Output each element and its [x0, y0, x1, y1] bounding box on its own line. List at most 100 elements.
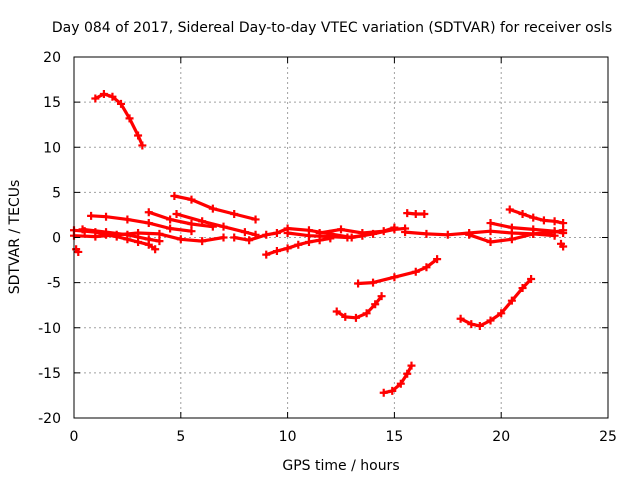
series-trace: [382, 364, 414, 395]
data-point: [465, 230, 474, 239]
data-point: [230, 210, 239, 219]
data-point: [99, 90, 108, 99]
data-point: [486, 238, 495, 247]
data-point: [362, 309, 371, 318]
data-point: [486, 227, 495, 236]
data-point: [144, 208, 153, 217]
x-tick-label: 15: [385, 429, 403, 445]
data-point: [187, 219, 196, 228]
series-arc-zero-late: [401, 226, 568, 239]
data-point: [443, 230, 452, 239]
data-point: [351, 313, 360, 322]
data-point: [550, 231, 559, 240]
data-point: [198, 237, 207, 246]
data-point: [388, 386, 397, 395]
y-tick-label: -10: [38, 321, 61, 337]
chart-title: Day 084 of 2017, Sidereal Day-to-day VTE…: [52, 20, 612, 36]
series-arc-2.5-early: [87, 211, 196, 236]
series-arc-zero-late-b: [465, 229, 559, 247]
data-point: [230, 233, 239, 242]
data-point: [559, 242, 568, 251]
data-point: [403, 209, 412, 218]
series-arc-2.5-late-short: [403, 209, 429, 219]
data-point: [304, 231, 313, 240]
data-point: [123, 230, 132, 239]
data-point: [272, 228, 281, 237]
data-point: [170, 191, 179, 200]
data-point: [559, 219, 568, 228]
data-point: [390, 223, 399, 232]
data-point: [369, 278, 378, 287]
data-point: [198, 217, 207, 226]
data-point: [166, 215, 175, 224]
data-point: [219, 233, 228, 242]
data-point: [507, 223, 516, 232]
data-point: [396, 379, 405, 388]
y-tick-label: 0: [52, 231, 61, 247]
data-series: [70, 90, 568, 397]
data-point: [294, 240, 303, 249]
data-point: [518, 284, 527, 293]
data-point: [358, 228, 367, 237]
x-tick-label: 5: [176, 429, 185, 445]
data-point: [187, 227, 196, 236]
series-trace: [356, 257, 439, 286]
data-point: [486, 219, 495, 228]
data-point: [456, 314, 465, 323]
data-point: [411, 267, 420, 276]
data-point: [507, 235, 516, 244]
data-point: [151, 245, 160, 254]
data-point: [123, 215, 132, 224]
series-arc-neg5: [354, 255, 442, 288]
data-point: [529, 213, 538, 222]
data-point: [341, 312, 350, 321]
y-tick-label: -20: [38, 411, 61, 427]
data-point: [283, 244, 292, 253]
data-point: [144, 235, 153, 244]
y-tick-label: 15: [43, 95, 61, 111]
data-point: [420, 210, 429, 219]
data-point: [262, 230, 271, 239]
data-point: [187, 195, 196, 204]
data-point: [379, 388, 388, 397]
series-arc-neg9: [456, 275, 536, 330]
data-point: [390, 273, 399, 282]
series-trace: [147, 210, 215, 229]
series-arc-neg-rising: [262, 234, 335, 259]
x-tick-label: 10: [279, 429, 297, 445]
data-point: [337, 225, 345, 234]
data-point: [78, 225, 87, 234]
data-point: [262, 250, 271, 259]
data-point: [343, 233, 352, 242]
data-point: [527, 275, 536, 284]
data-point: [377, 292, 386, 301]
data-point: [315, 228, 324, 237]
series-arc-high-early: [91, 90, 147, 150]
series-arc-4.5: [170, 191, 260, 224]
data-point: [91, 94, 100, 103]
data-point: [407, 361, 416, 370]
data-point: [539, 216, 548, 225]
data-point: [497, 309, 506, 318]
data-point: [116, 99, 125, 108]
data-point: [102, 212, 111, 221]
data-point: [422, 229, 431, 238]
data-point: [467, 320, 476, 329]
data-point: [354, 279, 363, 288]
series-arc-tail-late: [557, 239, 568, 251]
y-tick-label: -15: [38, 366, 61, 382]
y-tick-label: 10: [43, 140, 61, 156]
data-point: [125, 114, 134, 123]
y-tick-label: 20: [43, 50, 61, 66]
data-point: [219, 222, 228, 231]
data-point: [166, 224, 175, 233]
data-point: [505, 205, 514, 214]
data-point: [245, 236, 254, 245]
data-point: [138, 141, 147, 150]
data-point: [144, 219, 153, 228]
data-point: [403, 369, 412, 378]
data-point: [433, 255, 442, 264]
data-point: [87, 211, 96, 220]
data-point: [155, 237, 164, 246]
